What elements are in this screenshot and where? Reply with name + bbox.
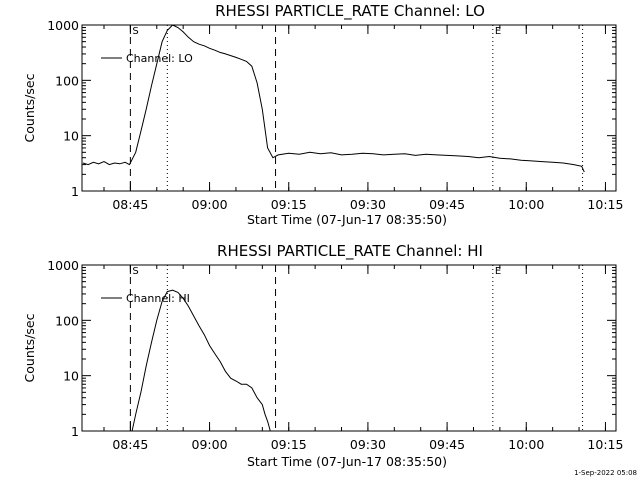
axes-frame-lo — [81, 24, 617, 192]
event-marker-label: S — [132, 26, 138, 37]
x-tick-label: 10:15 — [587, 437, 623, 452]
y-axis-label-hi: Counts/sec — [22, 313, 37, 382]
series-line-hi — [131, 289, 271, 432]
y-tick-label: 1000 — [47, 258, 79, 273]
panel-hi: RHESSI PARTICLE_RATE Channel: HI 1101001… — [22, 242, 623, 469]
plot-area-lo: 1 10 100 1000 08:45 09:00 09:15 09:30 09:45 10:00… — [47, 18, 623, 212]
x-tick-label: 09:30 — [350, 437, 386, 452]
y-tick-label: 100 — [55, 313, 79, 328]
x-tick-label: 08:45 — [112, 437, 148, 452]
x-tick-label: 10:00 — [508, 437, 544, 452]
y-tick-label: 100 — [55, 73, 79, 88]
axes-frame-hi — [81, 264, 617, 432]
chart-title-hi: RHESSI PARTICLE_RATE Channel: HI — [217, 242, 483, 261]
y-tick-label: 1000 — [47, 18, 79, 33]
y-tick-label: 10 — [63, 369, 79, 384]
x-tick-label: 09:15 — [271, 437, 307, 452]
panel-lo: RHESSI PARTICLE_RATE Channel: LO 1101001… — [22, 2, 623, 227]
x-tick-label: 09:45 — [429, 197, 465, 212]
series-line-lo — [82, 24, 585, 173]
x-tick-label: 09:30 — [350, 197, 386, 212]
footer-timestamp: 1-Sep-2022 05:08 — [574, 469, 637, 477]
y-tick-label: 1 — [71, 184, 79, 199]
x-tick-label: 09:00 — [192, 197, 228, 212]
plot-area-hi: 1 10 100 1000 08:45 09:00 09:15 09:30 09:45 10:00… — [47, 258, 623, 452]
x-tick-label: 10:00 — [508, 197, 544, 212]
chart-title-lo: RHESSI PARTICLE_RATE Channel: LO — [215, 2, 485, 21]
x-tick-label: 09:15 — [271, 197, 307, 212]
y-tick-label: 10 — [63, 129, 79, 144]
y-tick-label: 1 — [71, 424, 79, 439]
x-axis-label-lo: Start Time (07-Jun-17 08:35:50) — [247, 212, 447, 227]
y-axis-label-lo: Counts/sec — [22, 73, 37, 142]
event-marker-label: S — [132, 266, 138, 277]
x-tick-label: 08:45 — [112, 197, 148, 212]
x-tick-label: 09:45 — [429, 437, 465, 452]
x-axis-label-hi: Start Time (07-Jun-17 08:35:50) — [247, 454, 447, 469]
legend-entry-lo: Channel: LO — [126, 52, 193, 65]
event-marker-label: E — [495, 266, 501, 277]
x-tick-label: 10:15 — [587, 197, 623, 212]
legend-entry-hi: Channel: HI — [126, 292, 190, 305]
x-tick-label: 09:00 — [192, 437, 228, 452]
event-marker-label: E — [495, 26, 501, 37]
